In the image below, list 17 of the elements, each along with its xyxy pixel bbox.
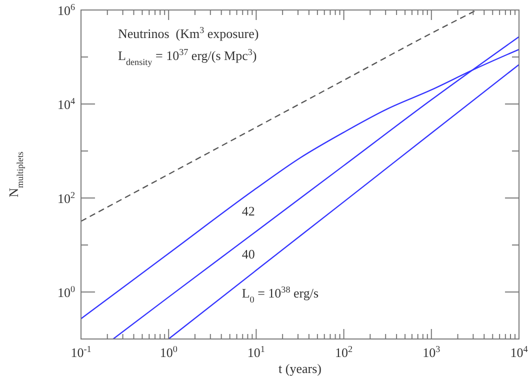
y-tick-label: 10$^{4}$	[57, 96, 76, 112]
x-tick-label: 10$^{1}$	[247, 344, 265, 360]
y-tick-label: 10$^{6}$	[57, 2, 76, 18]
x-tick-label: 10$^{2}$	[335, 344, 354, 360]
x-axis-title: t (years)	[278, 361, 322, 376]
x-tick-label: 10$^{4}$	[510, 344, 528, 360]
y-tick-label: 10$^{0}$	[57, 284, 76, 300]
x-tick-label: 10$^{3}$	[422, 344, 441, 360]
annotation: L$_{density}$ = 10$^{37}$ erg/(s Mpc$^{3}$)	[118, 47, 257, 67]
y-tick-label: 10$^{2}$	[57, 190, 76, 206]
series-label: 40	[242, 246, 255, 262]
x-tick-label: 10$^{-1}$	[70, 344, 92, 360]
annotation: Neutrinos (Km$^{3}$ exposure)	[118, 25, 259, 41]
series-label: 42	[242, 204, 255, 219]
x-tick-label: 10$^{0}$	[160, 344, 178, 360]
line-series	[168, 64, 519, 339]
series-label: L$_{0}$ = 10$^{38}$ erg/s	[242, 284, 319, 305]
